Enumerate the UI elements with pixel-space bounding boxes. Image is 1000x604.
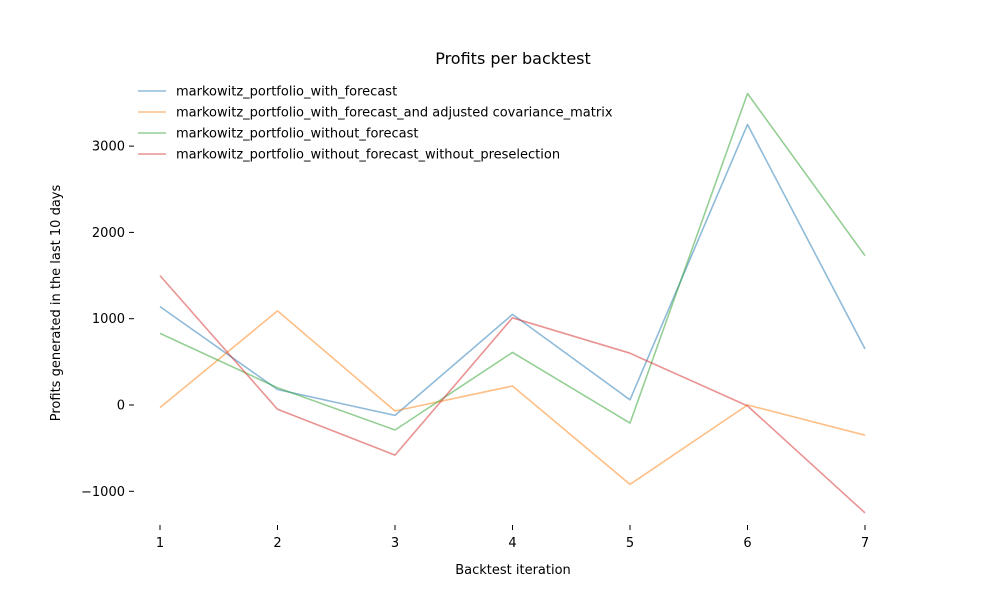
x-axis: 1 2 3 4 5 6 7 xyxy=(156,525,869,551)
legend-label: markowitz_portfolio_without_forecast_wit… xyxy=(176,148,560,163)
y-tick-label: −1000 xyxy=(81,485,125,500)
y-tick-label: 0 xyxy=(117,399,125,414)
legend-label: markowitz_portfolio_with_forecast_and ad… xyxy=(176,106,613,121)
series-line-2 xyxy=(159,310,866,486)
x-tick-label: 4 xyxy=(508,536,516,551)
series-line-1 xyxy=(159,123,866,417)
x-tick-label: 1 xyxy=(156,536,164,551)
y-axis-label: Profits generated in the last 10 days xyxy=(49,185,64,422)
chart-title: Profits per backtest xyxy=(435,49,591,68)
x-tick-label: 3 xyxy=(391,536,399,551)
legend: markowitz_portfolio_with_forecastmarkowi… xyxy=(138,85,613,163)
series-lines xyxy=(159,92,866,514)
legend-label: markowitz_portfolio_without_forecast xyxy=(176,127,418,142)
y-tick-label: 2000 xyxy=(92,226,125,241)
x-tick-label: 2 xyxy=(273,536,281,551)
x-axis-label: Backtest iteration xyxy=(455,563,571,578)
series-line-3 xyxy=(159,92,866,431)
x-tick-label: 5 xyxy=(626,536,634,551)
series-line-4 xyxy=(159,275,866,514)
legend-label: markowitz_portfolio_with_forecast xyxy=(176,85,397,100)
x-tick-label: 7 xyxy=(861,536,869,551)
x-tick-label: 6 xyxy=(743,536,751,551)
y-axis: −1000 0 1000 2000 3000 xyxy=(81,140,134,500)
y-tick-label: 1000 xyxy=(92,312,125,327)
y-tick-label: 3000 xyxy=(92,140,125,155)
